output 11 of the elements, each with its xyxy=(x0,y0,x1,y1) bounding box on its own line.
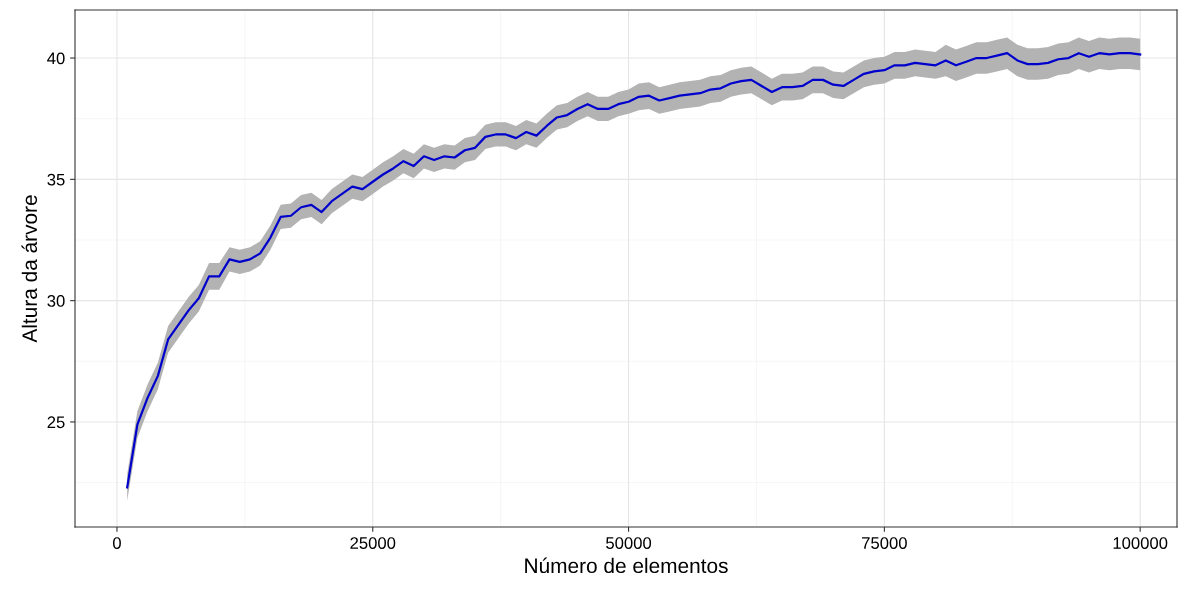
x-tick-label: 100000 xyxy=(1113,537,1168,549)
x-axis-title: Número de elementos xyxy=(525,557,728,574)
y-tick-label: 40 xyxy=(47,52,65,65)
y-axis-title: Altura da árvore xyxy=(21,195,38,343)
x-tick-label: 50000 xyxy=(606,537,652,549)
y-tick-label: 35 xyxy=(47,173,65,186)
x-tick-label: 0 xyxy=(112,537,121,549)
x-tick-label: 25000 xyxy=(350,537,396,549)
y-tick-label: 30 xyxy=(47,295,65,307)
x-tick-label: 75000 xyxy=(862,537,907,549)
y-tick-label: 25 xyxy=(47,416,65,429)
